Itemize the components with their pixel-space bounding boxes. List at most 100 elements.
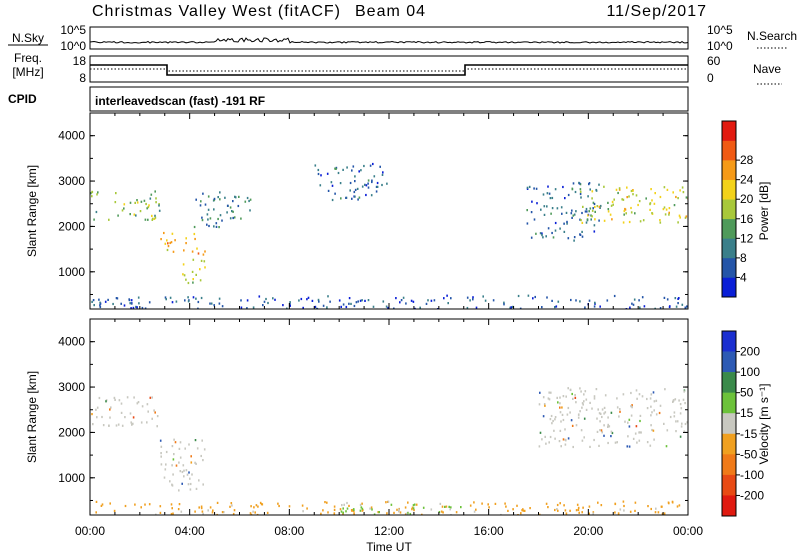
heatmap-cell	[654, 307, 656, 309]
heatmap-cell	[149, 197, 152, 200]
heatmap-cell	[562, 418, 565, 422]
heatmap-cell	[213, 208, 215, 211]
heatmap-cell	[169, 241, 171, 245]
heatmap-cell	[610, 435, 612, 438]
heatmap-cell	[590, 214, 592, 217]
heatmap-cell	[215, 222, 218, 225]
heatmap-cell	[177, 508, 180, 511]
heatmap-cell	[596, 430, 599, 433]
heatmap-cell	[407, 512, 409, 515]
heatmap-cell	[353, 508, 355, 511]
nsky-tick-bottom: 10^0	[60, 39, 86, 53]
heatmap-cell	[189, 477, 191, 480]
heatmap-cell	[482, 295, 484, 298]
heatmap-cell	[641, 395, 644, 398]
heatmap-cell	[140, 506, 142, 509]
heatmap-cell	[589, 445, 591, 448]
heatmap-cell	[387, 306, 389, 309]
heatmap-cell	[90, 192, 92, 195]
heatmap-cell	[348, 297, 351, 300]
heatmap-cell	[543, 403, 546, 406]
heatmap-cell	[623, 213, 625, 216]
heatmap-cell	[611, 200, 614, 203]
heatmap-cell	[133, 213, 136, 216]
heatmap-cell	[217, 217, 219, 221]
heatmap-cell	[638, 431, 641, 434]
heatmap-cell	[385, 305, 388, 308]
heatmap-cell	[317, 298, 320, 301]
heatmap-cell	[473, 501, 475, 504]
heatmap-cell	[351, 197, 353, 200]
heatmap-cell	[526, 222, 529, 225]
colorbar-tick-label: -50	[740, 447, 758, 461]
heatmap-cell	[481, 502, 483, 505]
heatmap-cell	[244, 200, 247, 203]
heatmap-cell	[583, 393, 585, 396]
heatmap-cell	[559, 402, 561, 405]
heatmap-cell	[185, 278, 187, 281]
heatmap-cell	[141, 306, 144, 309]
heatmap-cell	[582, 506, 584, 509]
heatmap-cell	[361, 185, 364, 188]
nsearch-tick-top: 10^5	[707, 23, 733, 37]
heatmap-cell	[348, 504, 350, 507]
xtick-label: 00:00	[75, 524, 105, 538]
heatmap-cell	[390, 503, 393, 506]
heatmap-cell	[550, 391, 552, 394]
heatmap-cell	[576, 503, 579, 506]
heatmap-cell	[194, 439, 197, 442]
heatmap-cell	[364, 183, 366, 186]
heatmap-cell	[143, 199, 146, 202]
heatmap-cell	[649, 203, 651, 206]
heatmap-cell	[333, 512, 336, 515]
heatmap-cell	[118, 399, 121, 402]
heatmap-cell	[337, 171, 340, 175]
heatmap-cell	[577, 413, 580, 416]
heatmap-cell	[668, 211, 670, 214]
heatmap-cell	[550, 212, 552, 215]
heatmap-cell	[571, 209, 573, 212]
heatmap-cell	[629, 510, 632, 513]
heatmap-cell	[544, 435, 546, 438]
heatmap-cell	[588, 182, 591, 185]
heatmap-cell	[314, 305, 317, 308]
heatmap-cell	[326, 306, 328, 309]
colorbar-tick-label: 100	[740, 365, 760, 379]
heatmap-cell	[334, 167, 336, 170]
heatmap-cell	[587, 195, 589, 198]
heatmap-cell	[598, 219, 600, 222]
heatmap-cell	[528, 185, 531, 188]
nsky-tick-top: 10^5	[60, 23, 86, 37]
heatmap-cell	[665, 208, 668, 211]
heatmap-cell	[572, 182, 575, 185]
heatmap-cell	[396, 508, 398, 511]
heatmap-cell	[120, 411, 123, 414]
heatmap-cell	[262, 304, 264, 307]
heatmap-cell	[192, 281, 194, 284]
heatmap-cell	[556, 503, 559, 507]
heatmap-cell	[631, 404, 633, 407]
heatmap-cell	[681, 422, 683, 425]
heatmap-cell	[345, 196, 347, 199]
heatmap-cell	[208, 224, 210, 228]
heatmap-cell	[603, 424, 605, 427]
heatmap-cell	[139, 210, 142, 213]
heatmap-cell	[630, 206, 632, 210]
heatmap-cell	[370, 506, 373, 509]
heatmap-cell	[381, 173, 384, 176]
heatmap-cell	[627, 435, 629, 438]
heatmap-cell	[593, 305, 596, 308]
heatmap-cell	[199, 279, 202, 282]
heatmap-cell	[160, 452, 162, 455]
heatmap-cell	[603, 185, 605, 188]
heatmap-cell	[542, 193, 545, 196]
heatmap-cell	[581, 235, 584, 238]
heatmap-cell	[358, 170, 360, 173]
heatmap-cell	[278, 504, 280, 508]
heatmap-cell	[212, 509, 214, 512]
heatmap-cell	[302, 510, 304, 513]
velocity-colorbar: 200 100 50 15 -15 -50 -100 -200 Velocity [m s⁻¹…	[721, 330, 771, 517]
heatmap-cell	[342, 303, 345, 306]
heatmap-cell	[427, 299, 429, 302]
heatmap-cell	[148, 301, 151, 304]
